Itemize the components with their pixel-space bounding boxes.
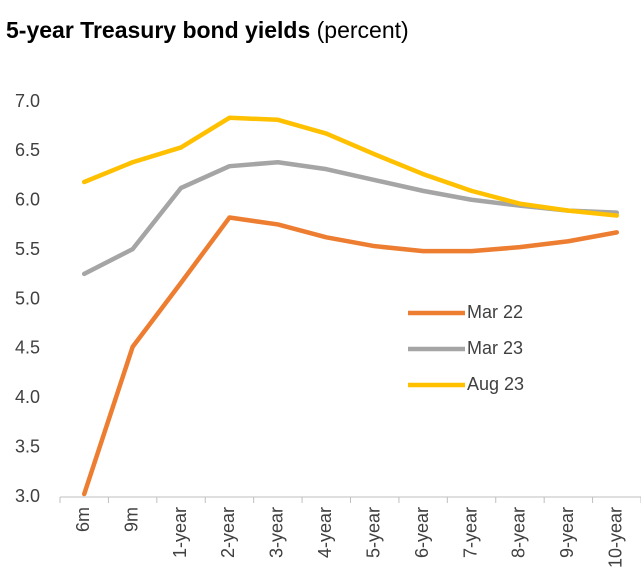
title-main: 5-year Treasury bond yields xyxy=(6,17,310,43)
x-tick-label: 5-year xyxy=(363,507,383,558)
y-tick-label: 6.5 xyxy=(15,140,40,160)
x-tick-label: 1-year xyxy=(170,507,190,558)
series-line xyxy=(81,215,620,497)
y-tick-label: 6.0 xyxy=(15,190,40,210)
y-tick-label: 5.0 xyxy=(15,288,40,308)
chart-title: 5-year Treasury bond yields (percent) xyxy=(6,17,409,43)
x-tick-label: 2-year xyxy=(218,507,238,558)
x-tick-label: 3-year xyxy=(267,507,287,558)
series-line xyxy=(81,115,620,218)
y-tick-label: 4.0 xyxy=(15,387,40,407)
y-tick-label: 7.0 xyxy=(15,91,40,111)
y-tick-label: 3.5 xyxy=(15,436,40,456)
legend-label: Mar 22 xyxy=(467,302,523,322)
series-line xyxy=(81,159,620,277)
x-tick-label: 10-year xyxy=(606,507,626,568)
x-tick-label: 6-year xyxy=(412,507,432,558)
legend-label: Aug 23 xyxy=(467,374,524,394)
x-tick-label: 9-year xyxy=(557,507,577,558)
y-tick-label: 5.5 xyxy=(15,239,40,259)
x-tick-label: 9m xyxy=(121,507,141,532)
y-tick-label: 3.0 xyxy=(15,486,40,506)
x-tick-label: 4-year xyxy=(315,507,335,558)
title-unit: (percent) xyxy=(317,17,409,43)
x-tick-label: 8-year xyxy=(509,507,529,558)
x-tick-label: 7-year xyxy=(460,507,480,558)
y-tick-label: 4.5 xyxy=(15,338,40,358)
legend-label: Mar 23 xyxy=(467,338,523,358)
x-tick-label: 6m xyxy=(73,507,93,532)
